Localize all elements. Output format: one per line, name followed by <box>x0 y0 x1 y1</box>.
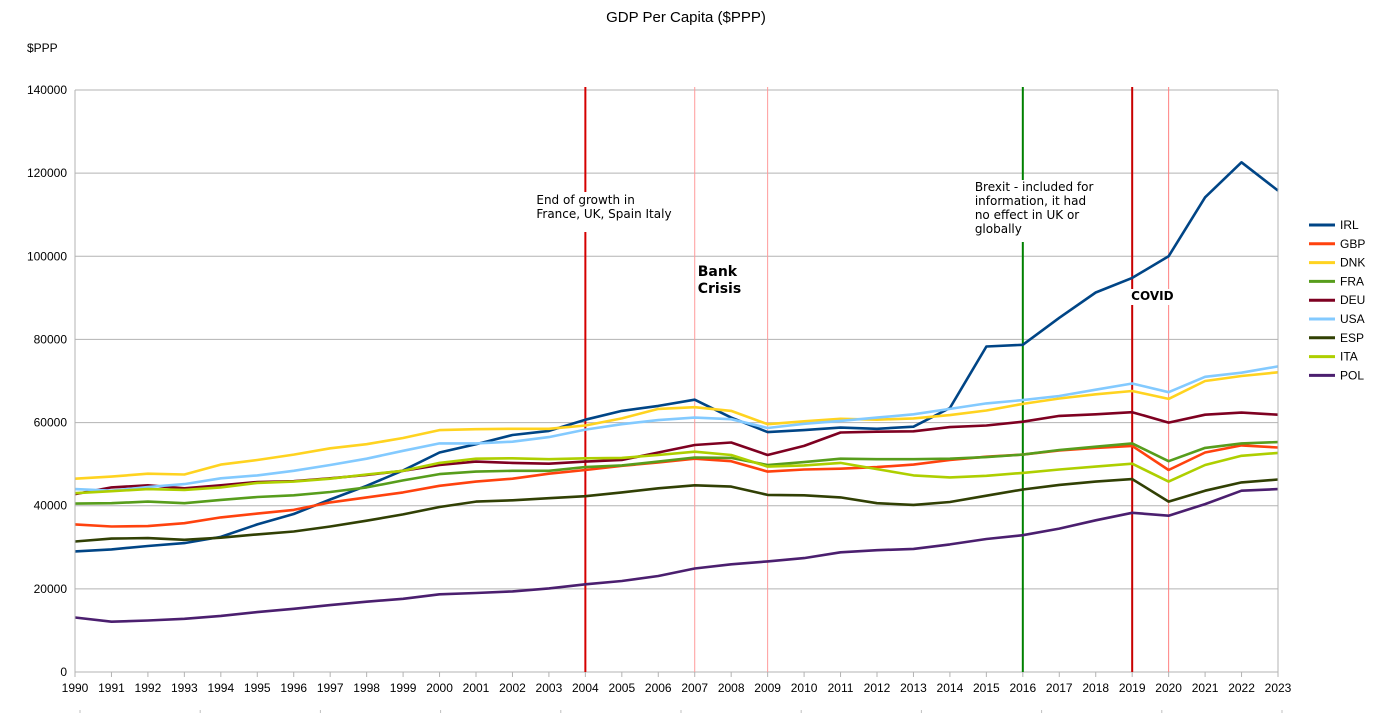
x-tick-label: 2015 <box>973 681 1000 695</box>
legend-label-irl: IRL <box>1340 218 1359 232</box>
y-tick-label: 0 <box>60 665 67 679</box>
series-line-ita <box>74 450 1279 495</box>
x-tick-label: 1992 <box>135 681 162 695</box>
annotation-background <box>534 192 664 232</box>
series-lines <box>74 161 1279 624</box>
x-tick-label: 2014 <box>937 681 964 695</box>
y-tick-label: 60000 <box>34 416 68 430</box>
x-tick-label: 2005 <box>608 681 635 695</box>
x-tick-label: 2003 <box>536 681 563 695</box>
x-tick-label: 1993 <box>171 681 198 695</box>
series-line-irl <box>74 161 1279 553</box>
annotation-background <box>971 180 1088 242</box>
x-tick-label: 2002 <box>499 681 526 695</box>
x-tick-label: 2022 <box>1228 681 1255 695</box>
x-tick-label: 2017 <box>1046 681 1073 695</box>
x-tick-label: 2021 <box>1192 681 1219 695</box>
x-tick-label: 2007 <box>681 681 708 695</box>
series-line-dnk <box>74 371 1279 480</box>
x-tick-label: 2000 <box>426 681 453 695</box>
chart-title: GDP Per Capita ($PPP) <box>606 9 766 26</box>
y-tick-label: 140000 <box>27 83 67 97</box>
x-tick-label: 1995 <box>244 681 271 695</box>
x-tick-label: 2008 <box>718 681 745 695</box>
annotation-text: Crisis <box>698 281 741 297</box>
legend: IRL GBP DNK FRA DEU USA ESP ITA POL <box>1309 218 1365 382</box>
y-tick-label: 80000 <box>34 332 68 346</box>
x-tick-label: 2006 <box>645 681 672 695</box>
x-tick-label: 2016 <box>1009 681 1036 695</box>
x-tick-label: 2013 <box>900 681 927 695</box>
series-line-usa <box>74 365 1279 493</box>
legend-label-gbp: GBP <box>1340 237 1365 251</box>
annotation-text: globally <box>975 222 1022 236</box>
annotation-text: End of growth in <box>536 193 635 207</box>
annotation-text: France, UK, Spain Italy <box>536 207 671 221</box>
x-tick-label: 1996 <box>280 681 307 695</box>
x-tick-label: 1997 <box>317 681 344 695</box>
x-tick-label: 2012 <box>864 681 891 695</box>
x-tick-label: 2019 <box>1119 681 1146 695</box>
annotation-text: Bank <box>698 264 738 280</box>
legend-label-pol: POL <box>1340 368 1364 382</box>
annotation-text: information, it had <box>975 194 1086 208</box>
y-tick-label: 20000 <box>34 582 68 596</box>
y-tick-label: 100000 <box>27 249 67 263</box>
legend-label-esp: ESP <box>1340 331 1364 345</box>
annotation-background <box>1130 289 1173 305</box>
legend-label-usa: USA <box>1340 312 1365 326</box>
y-axis-label: $PPP <box>27 41 58 55</box>
y-tick-label: 120000 <box>27 166 67 180</box>
x-tick-label: 2001 <box>463 681 490 695</box>
x-tick-label: 2023 <box>1265 681 1292 695</box>
x-tick-label: 2009 <box>754 681 781 695</box>
annotation-text: COVID <box>1131 289 1173 303</box>
x-tick-label: 1998 <box>353 681 380 695</box>
x-tick-label: 1990 <box>62 681 89 695</box>
annotation-text: Brexit - included for <box>975 180 1094 194</box>
series-line-esp <box>74 477 1279 543</box>
x-tick-label: 2010 <box>791 681 818 695</box>
y-tick-label: 40000 <box>34 499 68 513</box>
x-tick-label: 1999 <box>390 681 417 695</box>
legend-label-deu: DEU <box>1340 293 1365 307</box>
annotation-text: no effect in UK or <box>975 208 1079 222</box>
x-tick-label: 1991 <box>98 681 125 695</box>
x-tick-label: 2020 <box>1155 681 1182 695</box>
legend-label-dnk: DNK <box>1340 256 1365 270</box>
event-markers <box>584 87 1170 672</box>
legend-label-fra: FRA <box>1340 274 1364 288</box>
series-line-fra <box>74 440 1279 505</box>
x-tick-label: 2011 <box>828 681 854 695</box>
series-line-pol <box>74 487 1279 624</box>
axes: 0 20000 40000 60000 80000 100000 120000 140000 1… <box>27 83 1292 713</box>
gridlines <box>75 89 1278 673</box>
x-tick-label: 2018 <box>1082 681 1109 695</box>
x-tick-label: 2004 <box>572 681 599 695</box>
x-tick-label: 1994 <box>207 681 234 695</box>
legend-label-ita: ITA <box>1340 350 1358 364</box>
